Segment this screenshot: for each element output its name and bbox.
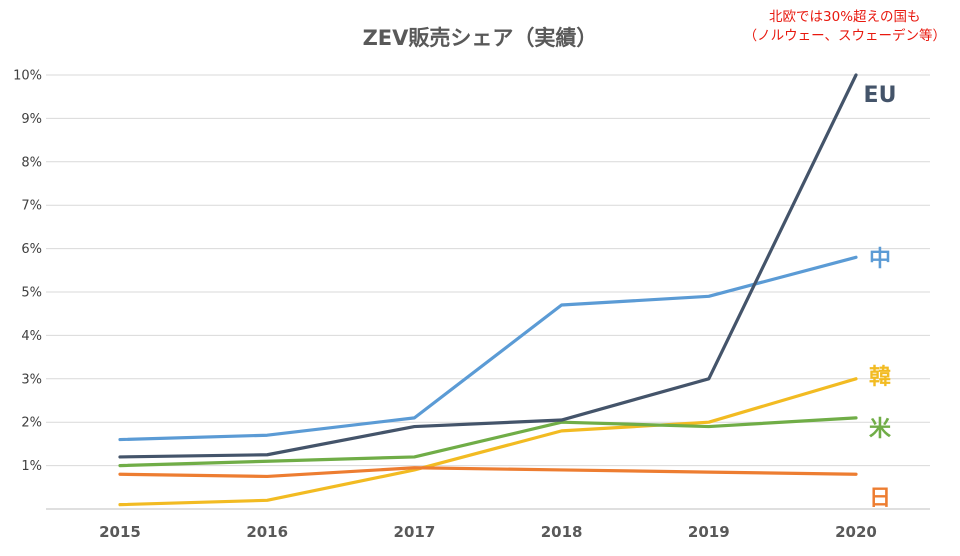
series-label: 中 xyxy=(869,247,891,272)
series-line xyxy=(118,416,858,468)
annotation-line-1: 北欧では30%超えの国も xyxy=(769,9,921,25)
series-line xyxy=(118,255,858,442)
x-tick-label: 2016 xyxy=(246,523,288,541)
x-tick-label: 2017 xyxy=(394,523,436,541)
x-tick-label: 2018 xyxy=(541,523,583,541)
gridlines xyxy=(46,74,930,510)
chart-title: ZEV販売シェア（実績） xyxy=(362,26,598,50)
chart-annotation: 北欧では30%超えの国も （ノルウェー、スウェーデン等） xyxy=(744,8,946,46)
series-label: EU xyxy=(864,83,897,108)
series-line xyxy=(118,377,858,507)
y-tick-label: 10% xyxy=(13,69,42,84)
y-tick-label: 2% xyxy=(21,416,42,431)
series-line xyxy=(118,466,858,479)
x-tick-label: 2019 xyxy=(688,523,730,541)
x-axis: 2015 2016 2017 2018 2019 2020 xyxy=(99,523,877,541)
y-tick-label: 7% xyxy=(21,199,42,214)
y-tick-label: 8% xyxy=(21,155,42,170)
series-lines xyxy=(118,73,858,507)
x-tick-label: 2015 xyxy=(99,523,141,541)
y-tick-label: 5% xyxy=(21,286,42,301)
series-label: 日 xyxy=(869,486,891,511)
y-tick-label: 6% xyxy=(21,242,42,257)
series-line xyxy=(118,73,858,459)
y-tick-label: 9% xyxy=(21,112,42,127)
series-label: 米 xyxy=(869,417,892,442)
y-tick-label: 3% xyxy=(21,372,42,387)
y-axis: 1% 2% 3% 4% 5% 6% 7% 8% 9% 10% xyxy=(13,69,42,475)
y-tick-label: 1% xyxy=(21,459,42,474)
series-label: 韓 xyxy=(869,364,891,390)
x-tick-label: 2020 xyxy=(835,523,877,541)
annotation-line-2: （ノルウェー、スウェーデン等） xyxy=(743,28,946,44)
y-tick-label: 4% xyxy=(21,329,42,344)
